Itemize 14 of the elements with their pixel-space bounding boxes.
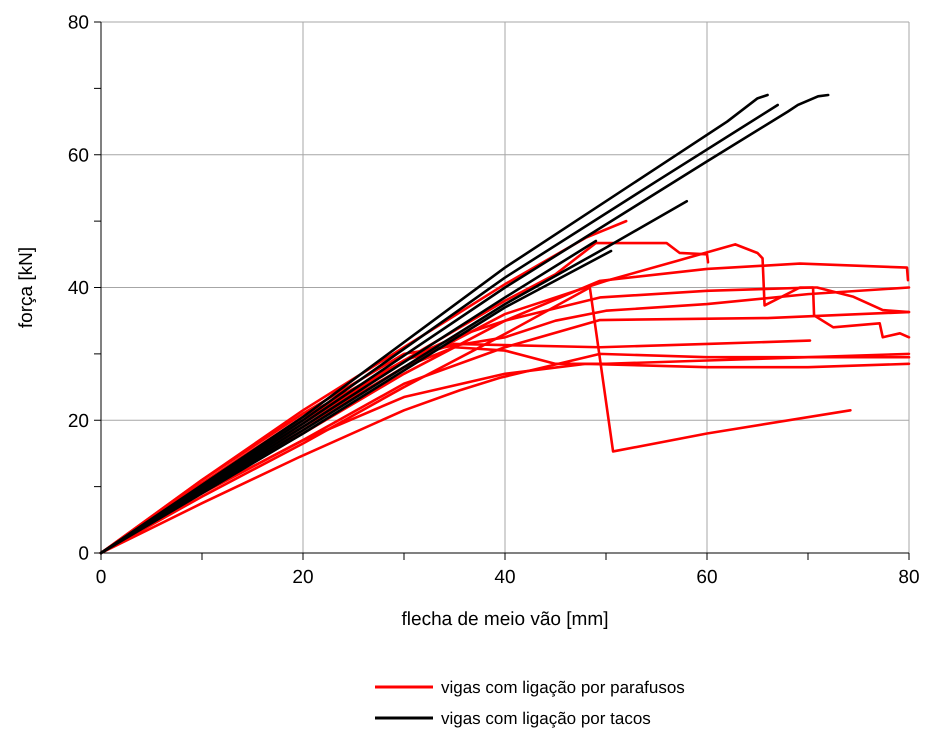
legend-label: vigas com ligação por parafusos [441, 678, 685, 697]
legend-label: vigas com ligação por tacos [441, 708, 651, 728]
x-tick-label: 60 [696, 567, 718, 588]
x-axis-title: flecha de meio vão [mm] [402, 609, 608, 630]
x-tick-label: 0 [96, 567, 106, 588]
y-tick-label: 20 [68, 410, 89, 432]
x-tick-label: 40 [494, 567, 516, 588]
y-tick-label: 40 [68, 278, 89, 300]
x-tick-label: 20 [292, 567, 314, 588]
y-tick-label: 80 [68, 12, 89, 34]
y-tick-label: 60 [68, 145, 89, 166]
x-tick-label: 80 [898, 567, 920, 588]
y-axis-title: força [kN] [16, 246, 37, 328]
y-tick-label: 0 [78, 544, 89, 565]
